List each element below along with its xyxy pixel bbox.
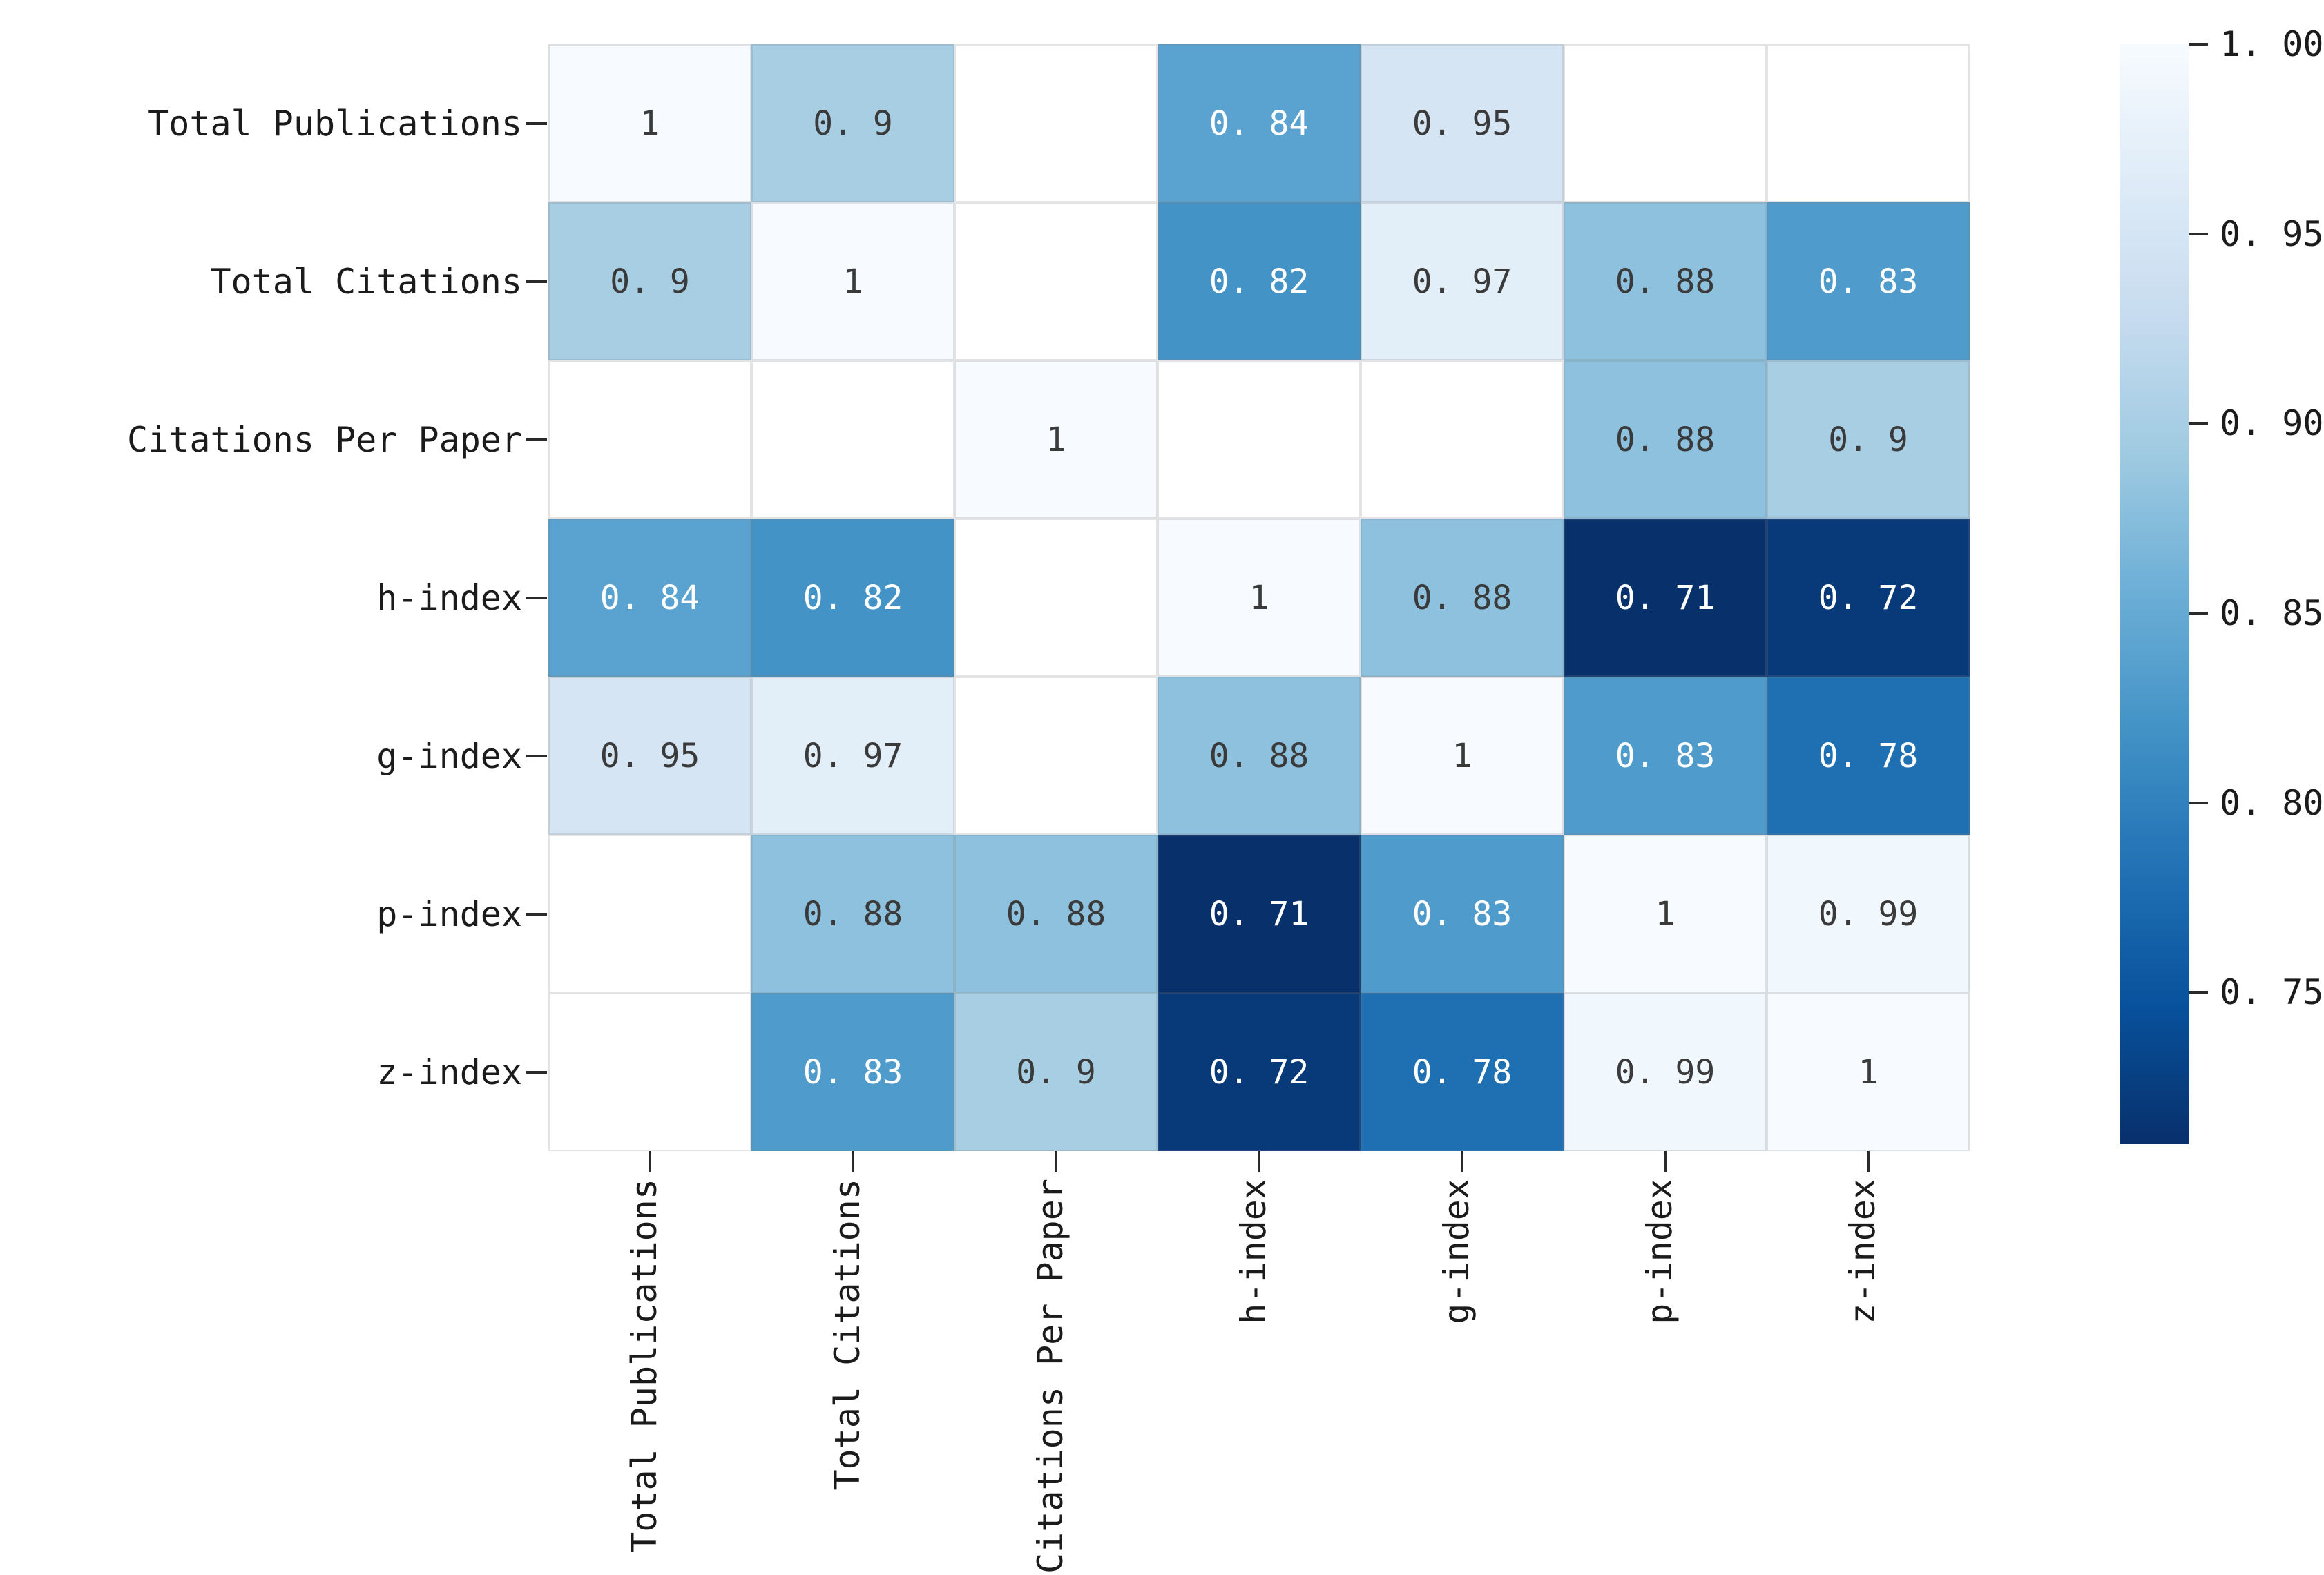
y-tick-label: p-index — [376, 893, 522, 934]
x-tick-mark — [1461, 1151, 1463, 1172]
heatmap-cell — [954, 44, 1158, 202]
heatmap-cell — [954, 519, 1158, 677]
heatmap-cell: 0. 95 — [548, 677, 751, 835]
heatmap-cell — [548, 835, 751, 993]
heatmap-cell: 0. 88 — [1564, 360, 1767, 519]
heatmap-cell: 1 — [1361, 677, 1564, 835]
colorbar — [2120, 44, 2189, 1144]
heatmap-cell: 0. 78 — [1767, 677, 1970, 835]
y-tick-label: Total Citations — [210, 261, 522, 302]
y-tick-mark — [526, 912, 547, 916]
heatmap-cell — [1767, 44, 1970, 202]
heatmap-cell: 0. 83 — [751, 993, 954, 1151]
x-tick-mark — [1867, 1151, 1870, 1172]
heatmap-cell: 1 — [1564, 835, 1767, 993]
heatmap-cell — [954, 202, 1158, 360]
y-tick-label: g-index — [376, 735, 522, 776]
heatmap-cell: 0. 97 — [751, 677, 954, 835]
heatmap-cell: 0. 9 — [751, 44, 954, 202]
heatmap-cell — [548, 360, 751, 519]
heatmap-cell: 0. 9 — [1767, 360, 1970, 519]
colorbar-tick-label: 0. 75 — [2220, 972, 2324, 1013]
heatmap-cell: 0. 82 — [1158, 202, 1361, 360]
heatmap-cell: 0. 9 — [548, 202, 751, 360]
heatmap-cell — [1564, 44, 1767, 202]
heatmap-cell: 1 — [1767, 993, 1970, 1151]
heatmap-cell — [954, 677, 1158, 835]
heatmap-cell: 0. 83 — [1361, 835, 1564, 993]
heatmap-cell: 0. 83 — [1564, 677, 1767, 835]
heatmap-cell: 1 — [548, 44, 751, 202]
heatmap-cell: 0. 84 — [1158, 44, 1361, 202]
heatmap-cell — [1158, 360, 1361, 519]
y-tick-label: Citations Per Paper — [127, 419, 522, 460]
heatmap-cell: 1 — [751, 202, 954, 360]
y-tick-mark — [526, 122, 547, 125]
x-tick-mark — [1055, 1151, 1057, 1172]
y-tick-label: Total Publications — [148, 103, 522, 144]
heatmap-cell: 0. 71 — [1564, 519, 1767, 677]
colorbar-tick-label: 0. 95 — [2220, 213, 2324, 254]
heatmap-cell: 0. 97 — [1361, 202, 1564, 360]
heatmap-cell: 0. 78 — [1361, 993, 1564, 1151]
x-tick-mark — [852, 1151, 854, 1172]
heatmap-cell: 0. 71 — [1158, 835, 1361, 993]
heatmap-cell: 0. 88 — [751, 835, 954, 993]
colorbar-tick-mark — [2189, 611, 2208, 615]
y-tick-mark — [526, 280, 547, 283]
heatmap-cell: 0. 9 — [954, 993, 1158, 1151]
colorbar-tick-mark — [2189, 232, 2208, 235]
y-tick-mark — [526, 1070, 547, 1074]
heatmap-cell: 0. 84 — [548, 519, 751, 677]
y-tick-mark — [526, 754, 547, 757]
heatmap-cell: 0. 88 — [1361, 519, 1564, 677]
heatmap-cell — [1361, 360, 1564, 519]
heatmap-cell: 0. 83 — [1767, 202, 1970, 360]
heatmap-cell — [751, 360, 954, 519]
x-tick-label: p-index — [1640, 1179, 1680, 1324]
x-tick-label: Total Citations — [827, 1179, 867, 1491]
heatmap-cell: 0. 99 — [1564, 993, 1767, 1151]
x-tick-label: Citations Per Paper — [1030, 1179, 1070, 1574]
x-tick-mark — [1258, 1151, 1260, 1172]
y-tick-label: z-index — [376, 1052, 522, 1092]
heatmap-cell: 1 — [1158, 519, 1361, 677]
colorbar-tick-mark — [2189, 422, 2208, 425]
x-tick-label: Total Publications — [624, 1179, 664, 1553]
heatmap-cell: 0. 72 — [1767, 519, 1970, 677]
heatmap-cell: 0. 99 — [1767, 835, 1970, 993]
colorbar-tick-mark — [2189, 801, 2208, 804]
colorbar-tick-label: 0. 90 — [2220, 403, 2324, 444]
x-tick-label: h-index — [1233, 1179, 1274, 1324]
heatmap-cell: 0. 95 — [1361, 44, 1564, 202]
heatmap-cell: 0. 82 — [751, 519, 954, 677]
heatmap-cell: 0. 72 — [1158, 993, 1361, 1151]
colorbar-tick-label: 1. 00 — [2220, 24, 2324, 64]
colorbar-tick-label: 0. 80 — [2220, 782, 2324, 823]
x-tick-mark — [649, 1151, 651, 1172]
x-tick-label: z-index — [1843, 1179, 1883, 1324]
y-tick-mark — [526, 438, 547, 441]
y-tick-mark — [526, 596, 547, 599]
heatmap-cell — [548, 993, 751, 1151]
heatmap-cell: 0. 88 — [954, 835, 1158, 993]
x-tick-label: g-index — [1437, 1179, 1477, 1324]
y-tick-label: h-index — [376, 577, 522, 618]
colorbar-tick-label: 0. 85 — [2220, 592, 2324, 633]
heatmap-cell: 0. 88 — [1158, 677, 1361, 835]
heatmap-cell: 0. 88 — [1564, 202, 1767, 360]
colorbar-tick-mark — [2189, 43, 2208, 46]
x-tick-mark — [1664, 1151, 1667, 1172]
colorbar-tick-mark — [2189, 991, 2208, 994]
heatmap-cell: 1 — [954, 360, 1158, 519]
